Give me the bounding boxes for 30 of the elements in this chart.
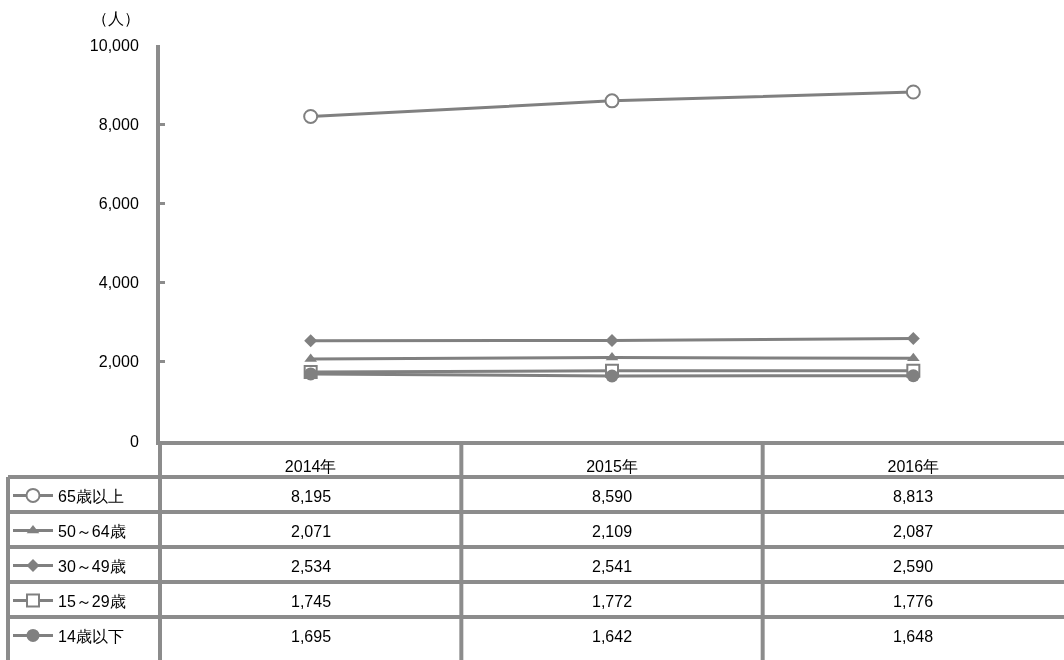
data-label: 1,776: [893, 593, 934, 610]
data-label: 2,541: [592, 558, 633, 575]
data-label: 1,648: [893, 628, 934, 645]
y-tick-label: 8,000: [98, 115, 139, 133]
x-tick-label: 2014年: [284, 458, 337, 476]
data-label: 2,590: [893, 558, 934, 575]
legend-label: 65歳以上: [58, 487, 124, 505]
data-label: 2,071: [291, 523, 332, 540]
data-label: 2,087: [893, 523, 934, 540]
legend-label: 15～29歳: [58, 592, 126, 610]
data-label: 1,745: [291, 593, 332, 610]
x-tick-label: 2016年: [887, 458, 940, 476]
legend-label: 30～49歳: [58, 557, 126, 575]
y-tick-label: 10,000: [89, 36, 139, 54]
data-label: 2,534: [291, 558, 332, 575]
y-tick-label: 6,000: [98, 195, 139, 212]
data-label: 8,590: [592, 488, 633, 505]
y-tick-label: 2,000: [98, 353, 139, 371]
data-label: 1,642: [592, 628, 633, 645]
data-label: 1,772: [592, 593, 633, 610]
data-label: 8,813: [893, 488, 934, 505]
legend-label: 50～64歳: [58, 522, 126, 540]
y-tick-label: 4,000: [98, 274, 139, 292]
x-tick-label: 2015年: [586, 458, 638, 476]
y-tick-label: 0: [129, 432, 139, 450]
legend-label: 14歳以下: [58, 627, 124, 645]
data-label: 1,695: [291, 628, 332, 645]
data-label: 8,195: [291, 488, 332, 505]
y-axis-title: （人）: [92, 10, 140, 27]
data-label: 2,109: [592, 523, 633, 540]
